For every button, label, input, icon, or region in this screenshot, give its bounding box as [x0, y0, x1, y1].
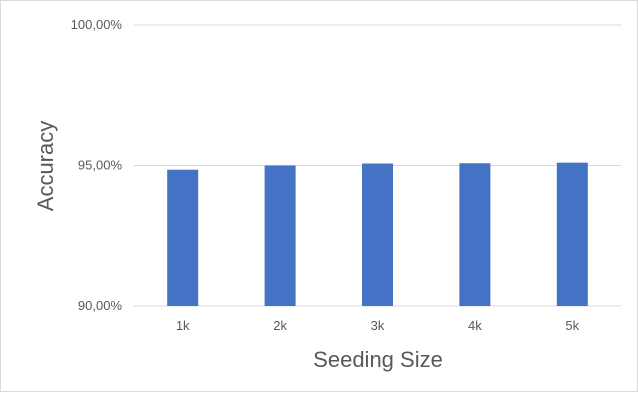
x-axis-title: Seeding Size [313, 347, 443, 372]
x-tick-label: 1k [176, 318, 190, 333]
x-tick-label: 2k [273, 318, 287, 333]
x-tick-labels: 1k 2k 3k 4k 5k [176, 318, 580, 333]
bar-2k [264, 165, 296, 306]
x-tick-label: 3k [371, 318, 385, 333]
bars [167, 162, 588, 306]
bar-4k [459, 163, 491, 306]
y-tick-label: 90,00% [78, 298, 123, 313]
bar-1k [167, 169, 199, 306]
y-axis-title: Accuracy [33, 121, 58, 211]
y-tick-label: 100,00% [71, 17, 123, 32]
bar-3k [362, 163, 393, 306]
y-tick-label: 95,00% [78, 158, 123, 173]
bar-5k [556, 162, 588, 306]
x-tick-label: 5k [565, 318, 579, 333]
x-tick-label: 4k [468, 318, 482, 333]
y-tick-labels: 90,00% 95,00% 100,00% [71, 17, 123, 313]
